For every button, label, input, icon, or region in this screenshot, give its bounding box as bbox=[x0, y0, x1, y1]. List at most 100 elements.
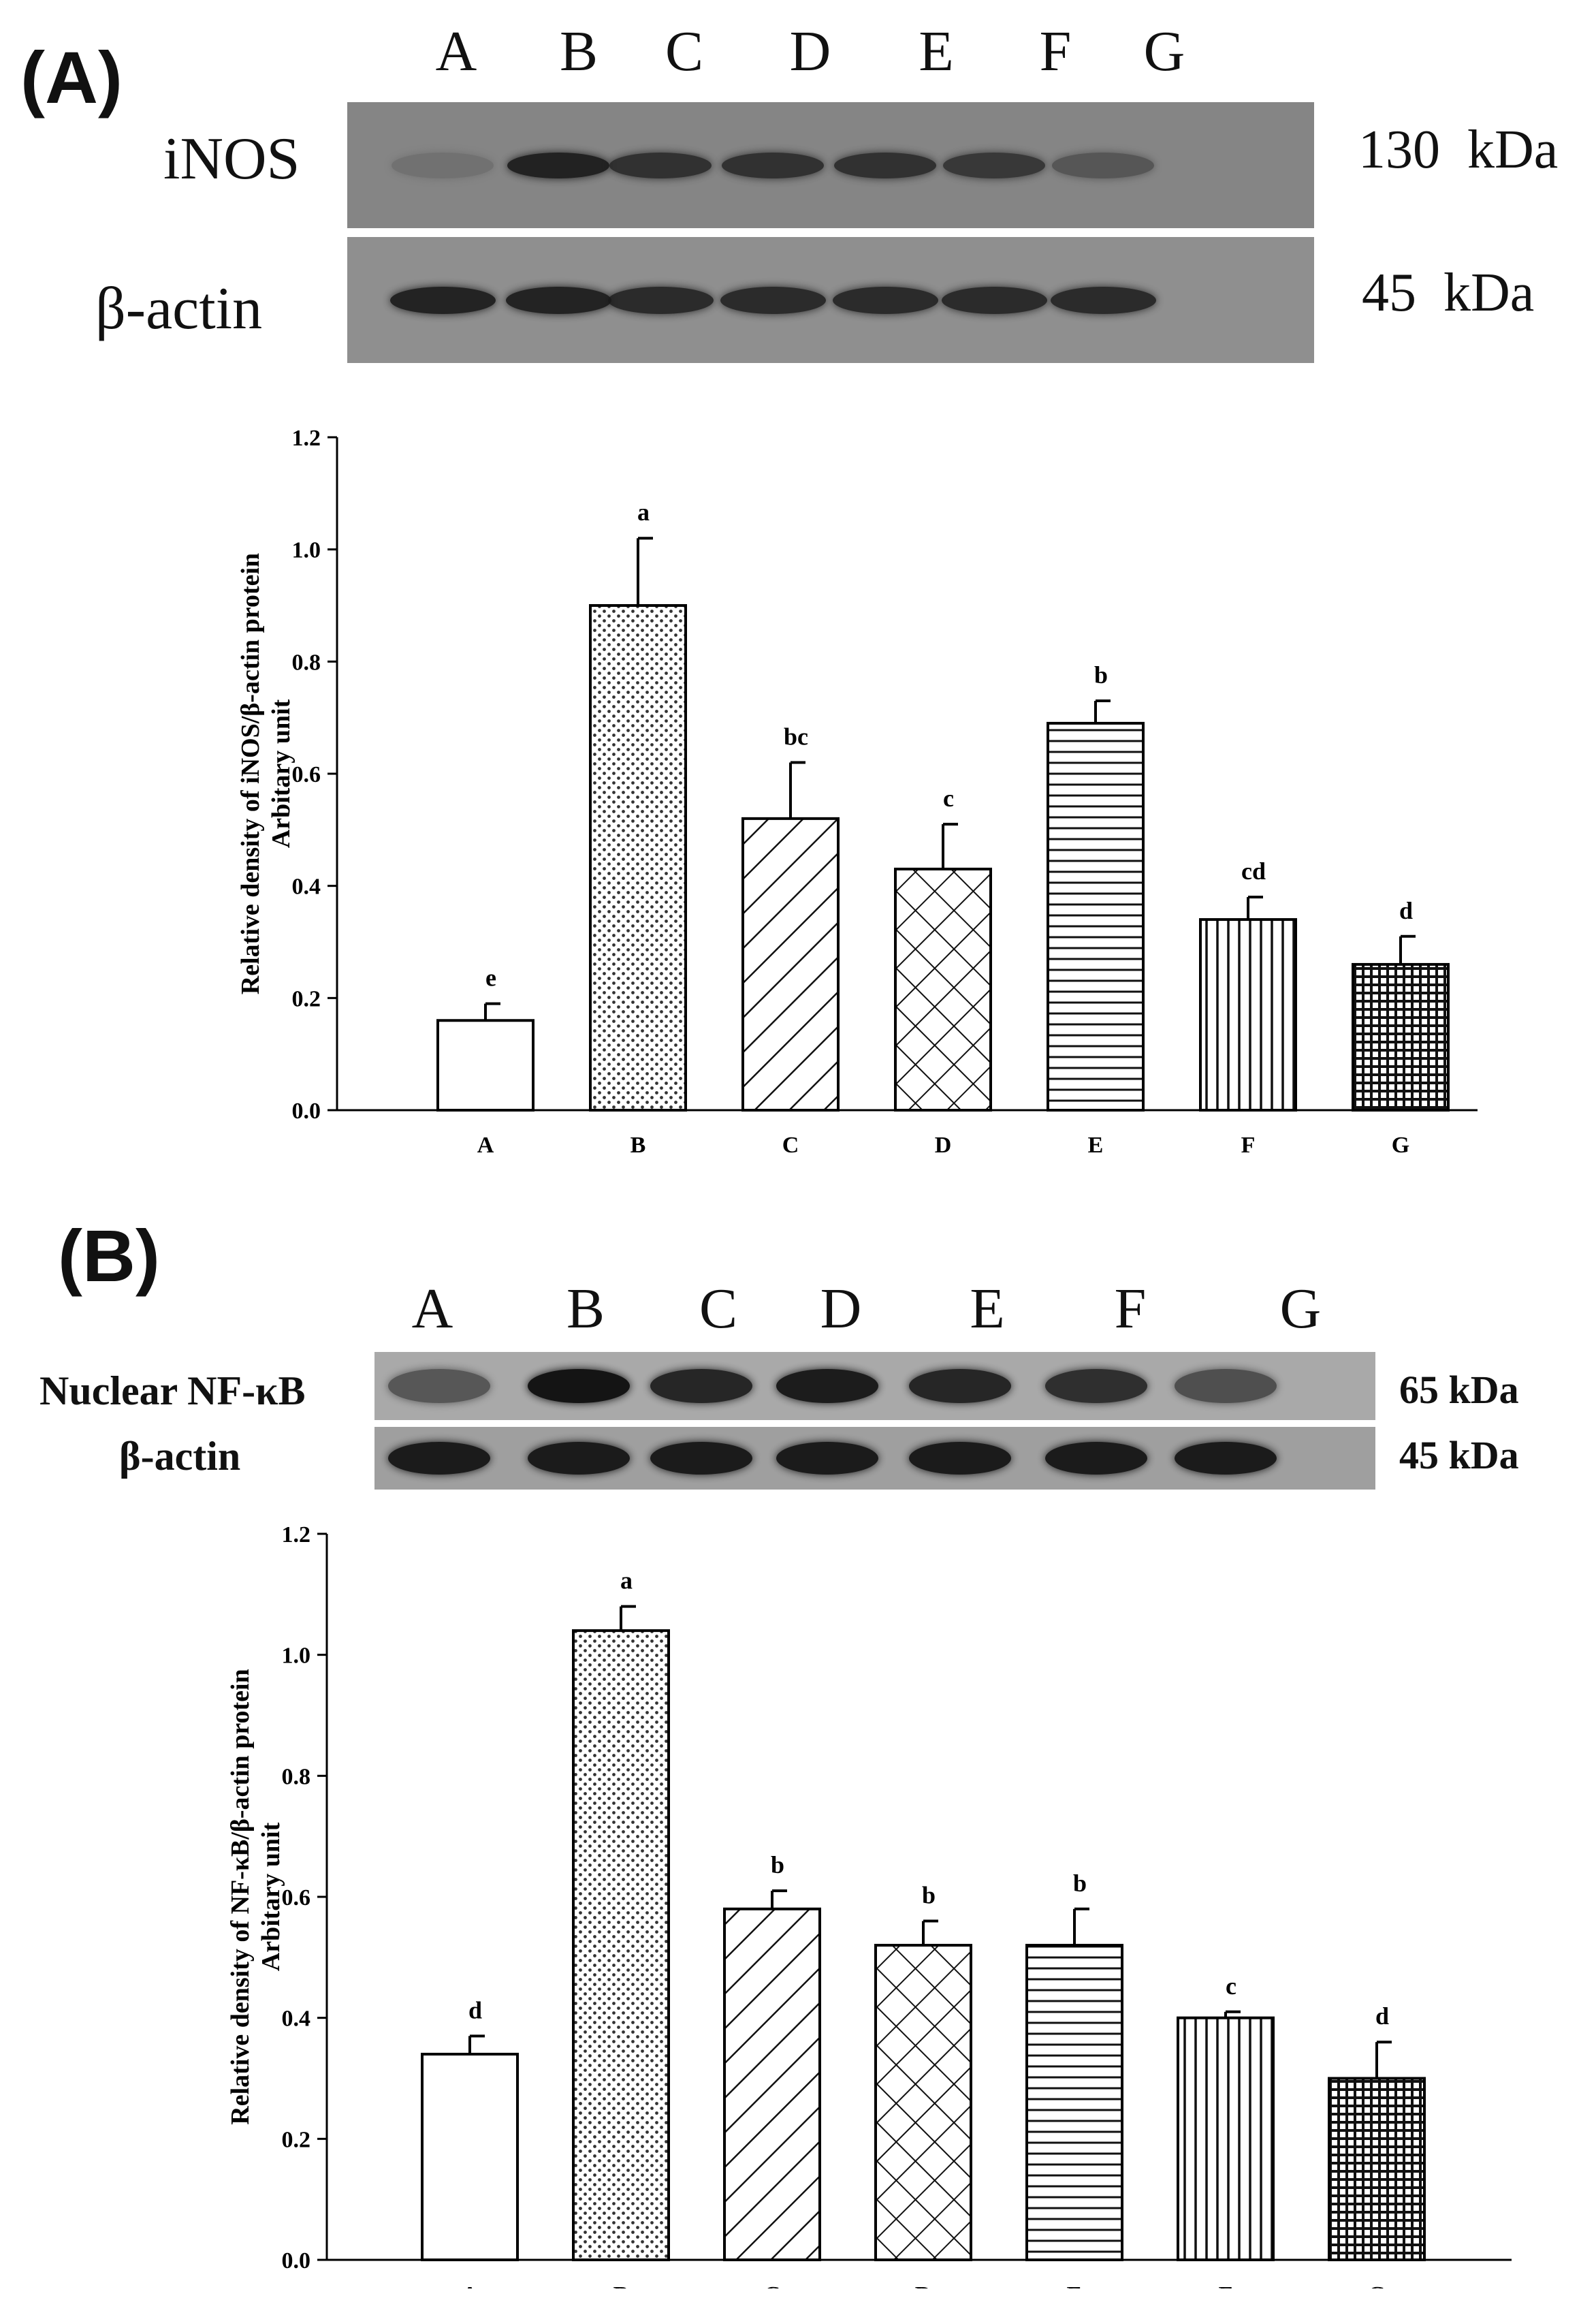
blot-band bbox=[650, 1369, 752, 1403]
x-tick-label: E bbox=[1088, 1133, 1104, 1158]
bar bbox=[589, 604, 687, 1112]
blot-band bbox=[909, 1369, 1011, 1403]
axes: 0.0 0.2 0.4 0.6 0.8 1.0 1.2 bbox=[292, 426, 1478, 1124]
significance-label: e bbox=[485, 964, 496, 992]
blot-a-target-strip bbox=[347, 102, 1314, 228]
blot-band bbox=[720, 286, 826, 314]
bar bbox=[436, 1019, 534, 1112]
x-tick-label: E bbox=[1067, 2282, 1083, 2288]
y-tick-label: 0.2 bbox=[292, 986, 321, 1011]
blot-band bbox=[776, 1442, 878, 1475]
significance-label: cd bbox=[1241, 857, 1266, 885]
significance-label: b bbox=[1094, 661, 1108, 689]
blot-band bbox=[834, 152, 936, 178]
blot-b-target-label: Nuclear NF-κB bbox=[39, 1368, 306, 1413]
x-tick-label: F bbox=[1219, 2282, 1233, 2288]
blot-band bbox=[1045, 1442, 1147, 1475]
lane-label: F bbox=[1114, 1277, 1147, 1340]
y-tick-label: 0.6 bbox=[292, 762, 321, 787]
blot-band bbox=[1052, 152, 1154, 178]
axes: 0.0 0.2 0.4 0.6 0.8 1.0 1.2 bbox=[282, 1522, 1512, 2273]
y-tick-label: 1.0 bbox=[282, 1643, 311, 1669]
blot-b-control-size: 45 kDa bbox=[1399, 1433, 1519, 1477]
blot-band bbox=[505, 286, 611, 314]
bar-group: cd F bbox=[1199, 857, 1297, 1158]
y-tick-label: 0.0 bbox=[292, 1099, 321, 1124]
y-tick-label: 0.2 bbox=[282, 2127, 311, 2152]
bar-group: bE bbox=[1047, 661, 1145, 1158]
bar-group: eA bbox=[436, 964, 534, 1158]
blot-band bbox=[607, 286, 714, 314]
bar bbox=[1352, 962, 1450, 1112]
bar bbox=[874, 1944, 972, 2261]
bar bbox=[1177, 2016, 1275, 2262]
bar bbox=[1047, 721, 1145, 1112]
bar bbox=[741, 817, 840, 1112]
significance-label: a bbox=[637, 499, 650, 526]
bar bbox=[1025, 1944, 1123, 2261]
significance-label: c bbox=[1226, 1972, 1236, 2000]
blot-b-control-strip bbox=[374, 1427, 1375, 1490]
blot-band bbox=[943, 152, 1045, 178]
y-axis-label-unit: Arbitary unit bbox=[257, 1822, 285, 1971]
bar bbox=[1199, 918, 1297, 1112]
blot-band bbox=[388, 1369, 490, 1403]
blot-a-target-label: iNOS bbox=[163, 126, 300, 192]
significance-label: a bbox=[620, 1567, 633, 1594]
blot-band bbox=[832, 286, 938, 314]
y-axis-label-unit: Arbitary unit bbox=[267, 699, 296, 848]
significance-label: c bbox=[943, 785, 954, 812]
blot-band bbox=[909, 1442, 1011, 1475]
lane-label: G bbox=[1143, 20, 1185, 83]
blot-band bbox=[609, 152, 712, 178]
y-tick-label: 1.2 bbox=[282, 1522, 311, 1547]
blot-band bbox=[776, 1369, 878, 1403]
lane-label: A bbox=[411, 1277, 453, 1340]
blot-band bbox=[1045, 1369, 1147, 1403]
x-tick-label: D bbox=[915, 2282, 932, 2288]
x-tick-label: B bbox=[631, 1133, 646, 1158]
lane-label: G bbox=[1279, 1277, 1322, 1340]
lane-label: D bbox=[789, 20, 831, 83]
significance-label: b bbox=[922, 1882, 936, 1909]
x-tick-label: G bbox=[1392, 1133, 1409, 1158]
x-tick-label: C bbox=[764, 2282, 781, 2288]
blot-b-target-strip bbox=[374, 1352, 1375, 1420]
blot-band bbox=[528, 1442, 630, 1475]
blot-band bbox=[389, 286, 496, 314]
x-tick-label: G bbox=[1368, 2282, 1386, 2288]
bar-group: bC bbox=[723, 1851, 821, 2288]
y-axis-label: Relative density of iNOS/β-actin protein bbox=[236, 553, 265, 994]
bar bbox=[421, 2052, 519, 2261]
significance-label: bc bbox=[784, 723, 808, 751]
lane-label: E bbox=[919, 20, 954, 83]
y-tick-label: 0.4 bbox=[292, 875, 321, 900]
blot-b-control-label: β-actin bbox=[119, 1434, 241, 1479]
chart-a: 0.0 0.2 0.4 0.6 0.8 1.0 1.2 Relative density of… bbox=[236, 426, 1478, 1158]
lane-label: B bbox=[566, 1277, 605, 1340]
significance-label: b bbox=[771, 1851, 784, 1878]
bar-group: dG bbox=[1352, 897, 1450, 1158]
y-tick-label: 0.0 bbox=[282, 2248, 311, 2273]
y-tick-label: 0.8 bbox=[292, 650, 321, 675]
blot-band bbox=[528, 1369, 630, 1403]
blot-band bbox=[392, 152, 494, 178]
y-tick-label: 1.0 bbox=[292, 538, 321, 563]
bar-group: aB bbox=[572, 1567, 670, 2288]
lane-label: E bbox=[970, 1277, 1005, 1340]
blot-a-target-size: 130 kDa bbox=[1358, 120, 1559, 180]
blot-band bbox=[1175, 1442, 1277, 1475]
bar-group: dA bbox=[421, 1996, 519, 2288]
x-tick-label: F bbox=[1241, 1133, 1256, 1158]
significance-label: d bbox=[1399, 897, 1413, 924]
blot-band bbox=[388, 1442, 490, 1475]
blot-a-control-strip bbox=[347, 237, 1314, 363]
bar-group: bc C bbox=[741, 723, 840, 1158]
bar bbox=[572, 1629, 670, 2261]
blot-band bbox=[941, 286, 1047, 314]
x-tick-label: B bbox=[613, 2282, 629, 2288]
x-tick-label: A bbox=[462, 2282, 479, 2288]
chart-b: 0.0 0.2 0.4 0.6 0.8 1.0 1.2 Relative density of… bbox=[226, 1522, 1512, 2288]
significance-label: d bbox=[468, 1996, 482, 2024]
blot-a-control-label: β-actin bbox=[95, 276, 263, 342]
